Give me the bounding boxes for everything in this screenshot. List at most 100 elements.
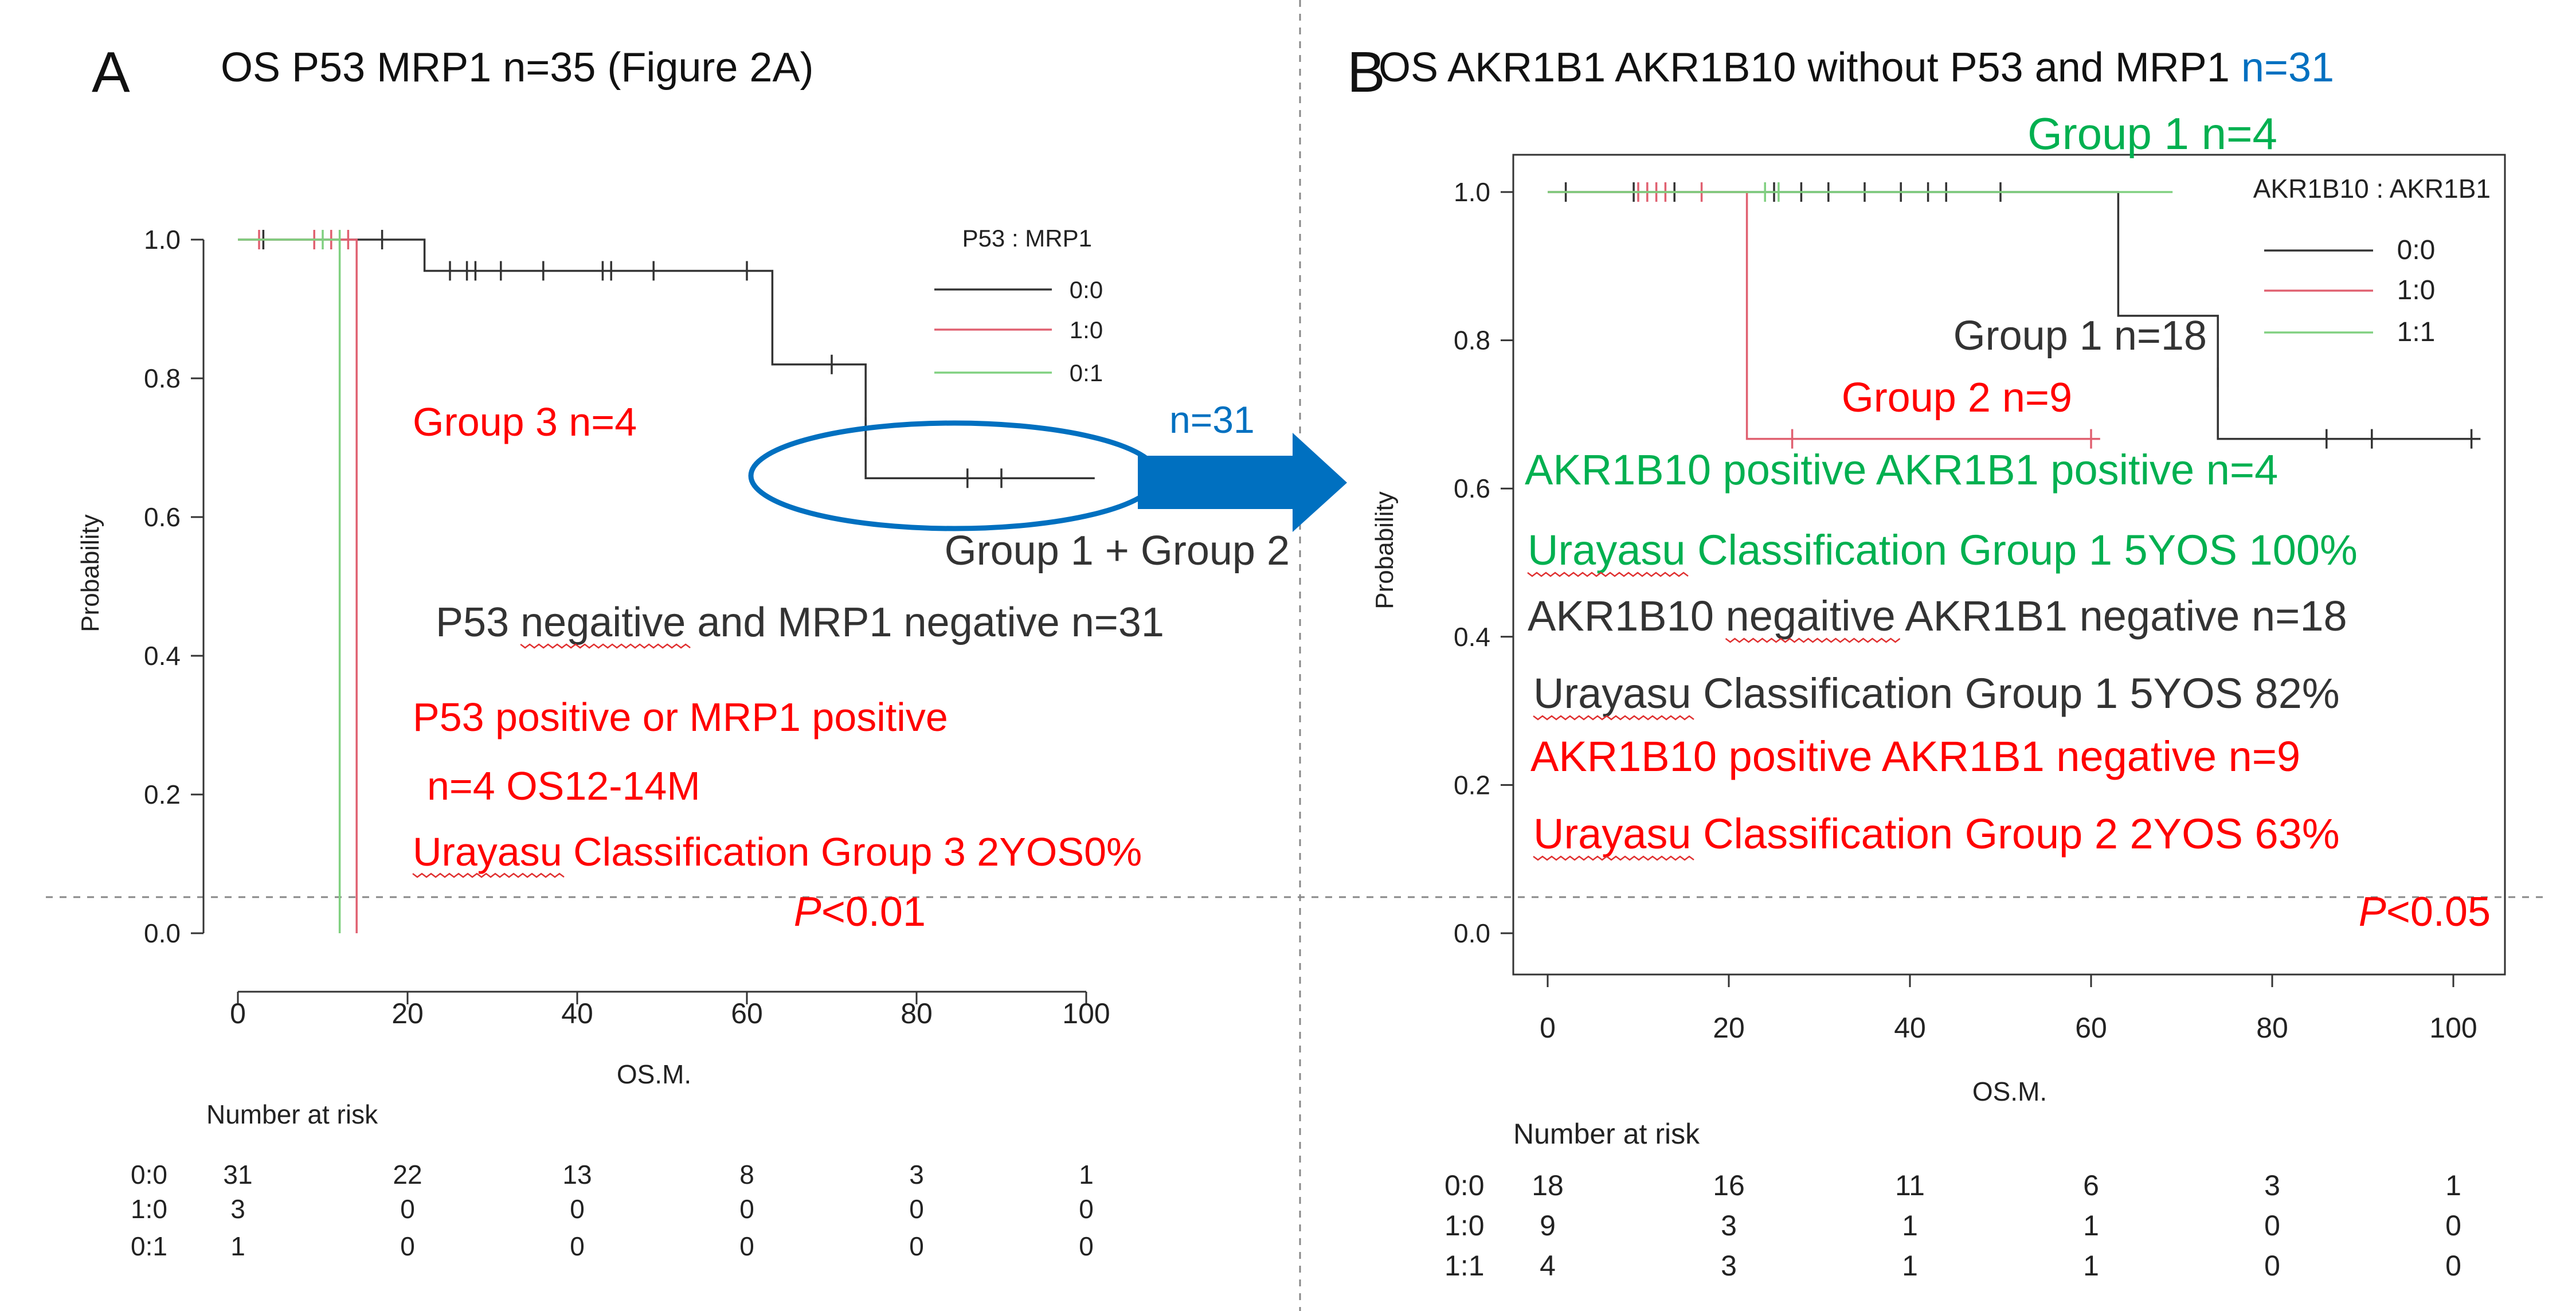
- legend-entry: 0:1: [1070, 359, 1103, 386]
- y-tick-label: 1.0: [144, 225, 181, 255]
- annotation: Group 1 n=4: [2027, 108, 2277, 159]
- x-tick-label: 80: [901, 997, 933, 1030]
- legend-entry: 1:0: [1070, 316, 1103, 343]
- km-series-0-1: [238, 230, 341, 933]
- spellcheck-underline: [1533, 855, 1694, 861]
- x-tick-label: 0: [230, 997, 246, 1030]
- p-value-text: <0.05: [2386, 889, 2491, 935]
- annotation: AKR1B10 negaitive AKR1B1 negative n=18: [1528, 592, 2347, 640]
- risk-value: 1: [2445, 1169, 2461, 1202]
- y-tick-label: 1.0: [1454, 177, 1490, 207]
- legend-entry: 0:0: [2397, 235, 2436, 265]
- y-tick-label: 0.6: [1454, 473, 1490, 503]
- risk-row-label: 0:0: [1444, 1169, 1485, 1202]
- risk-value: 0: [2264, 1250, 2280, 1282]
- legend-title: P53 : MRP1: [962, 225, 1092, 252]
- risk-value: 4: [1540, 1250, 1556, 1282]
- annotation: AKR1B10 positive AKR1B1 negative n=9: [1530, 733, 2300, 780]
- panel-letter: B: [1347, 40, 1385, 104]
- km-series-1-1: [1548, 182, 2173, 202]
- risk-value: 3: [230, 1194, 245, 1224]
- risk-value: 31: [223, 1160, 252, 1189]
- chart-title: OS P53 MRP1 n=35 (Figure 2A): [221, 45, 813, 91]
- x-tick-label: 100: [1062, 997, 1110, 1030]
- legend-title: AKR1B10 : AKR1B1: [2253, 174, 2491, 204]
- risk-value: 0: [1079, 1231, 1094, 1261]
- risk-value: 18: [1532, 1169, 1564, 1202]
- p-value: P<0.05: [2359, 889, 2491, 935]
- risk-value: 0: [739, 1231, 754, 1261]
- risk-value: 16: [1713, 1169, 1745, 1202]
- risk-value: 0: [909, 1194, 924, 1224]
- x-axis-label: OS.M.: [1972, 1077, 2047, 1106]
- annotation: Urayasu Classification Group 1 5YOS 82%: [1533, 670, 2340, 717]
- risk-value: 0: [739, 1194, 754, 1224]
- risk-value: 0: [1079, 1194, 1094, 1224]
- annotation: AKR1B10 positive AKR1B1 positive n=4: [1525, 446, 2278, 494]
- legend-entry: 1:0: [2397, 275, 2436, 306]
- y-tick-label: 0.4: [144, 641, 181, 671]
- km-curve: [238, 238, 341, 933]
- risk-value: 1: [1079, 1160, 1094, 1189]
- annotation: n=4 OS12-14M: [427, 764, 700, 808]
- panel-letter: A: [92, 40, 130, 104]
- y-tick-label: 0.4: [1454, 622, 1490, 652]
- x-axis-label: OS.M.: [617, 1059, 691, 1089]
- risk-value: 0: [400, 1194, 415, 1224]
- risk-value: 0: [570, 1194, 585, 1224]
- annotation: Group 3 n=4: [413, 400, 637, 444]
- x-tick-label: 60: [2075, 1012, 2107, 1044]
- legend: AKR1B10 : AKR1B1 0:0 1:0 1:1: [2253, 174, 2491, 347]
- annotation: Urayasu Classification Group 1 5YOS 100%: [1528, 526, 2358, 574]
- annotation: P53 positive or MRP1 positive: [413, 695, 948, 739]
- risk-value: 3: [909, 1160, 924, 1189]
- chart-title: OS AKR1B1 AKR1B10 without P53 and MRP1 n…: [1379, 45, 2334, 91]
- risk-table-title: Number at risk: [206, 1099, 378, 1129]
- risk-value: 3: [2264, 1169, 2280, 1202]
- x-tick-label: 0: [1540, 1012, 1556, 1044]
- x-tick-label: 100: [2429, 1012, 2477, 1044]
- y-axis-label: Probability: [1371, 491, 1399, 609]
- y-tick-label: 0.0: [144, 918, 181, 948]
- group-highlight-ellipse: [748, 420, 1161, 531]
- legend: P53 : MRP1 0:0 1:0 0:1: [934, 225, 1103, 386]
- annotation: P53 negaitive and MRP1 negative n=31: [436, 600, 1164, 645]
- risk-value: 0: [2445, 1250, 2461, 1282]
- km-series-0-0: [238, 230, 1095, 488]
- risk-row-label: 1:0: [131, 1194, 167, 1224]
- chart-title-n: n=31: [2230, 45, 2334, 91]
- x-tick-label: 20: [1713, 1012, 1745, 1044]
- x-tick-label: 80: [2256, 1012, 2288, 1044]
- y-tick-label: 0.2: [144, 780, 181, 809]
- y-axis-label: Probability: [76, 514, 104, 632]
- km-panel-b: BOS AKR1B1 AKR1B10 without P53 and MRP1 …: [1347, 40, 2506, 1282]
- risk-value: 0: [2264, 1210, 2280, 1242]
- spellcheck-underline: [412, 872, 565, 878]
- p-value: P<0.01: [794, 889, 926, 935]
- p-value-symbol: P: [794, 889, 821, 935]
- km-panel-a: A OS P53 MRP1 n=35 (Figure 2A) 0.0 0.2 0.4 0.…: [76, 40, 1290, 1261]
- spellcheck-underline: [1533, 715, 1694, 721]
- x-tick-label: 40: [1894, 1012, 1926, 1044]
- y-tick-label: 0.2: [1454, 770, 1490, 800]
- risk-value: 1: [1902, 1250, 1918, 1282]
- risk-value: 3: [1721, 1210, 1737, 1242]
- risk-row-label: 0:1: [131, 1231, 167, 1261]
- risk-table-title: Number at risk: [1513, 1118, 1700, 1150]
- annotation: Group 1 + Group 2: [945, 528, 1290, 574]
- risk-value: 1: [1902, 1210, 1918, 1242]
- x-tick-label: 20: [392, 997, 424, 1030]
- risk-value: 0: [570, 1231, 585, 1261]
- spellcheck-underline: [1725, 637, 1901, 643]
- p-value-text: <0.01: [821, 889, 926, 935]
- risk-value: 0: [909, 1231, 924, 1261]
- plot-frame: [1512, 154, 2506, 976]
- risk-value: 22: [393, 1160, 422, 1189]
- risk-value: 0: [400, 1231, 415, 1261]
- annotation: n=31: [1169, 398, 1255, 441]
- annotation: Urayasu Classification Group 2 2YOS 63%: [1533, 810, 2340, 858]
- risk-value: 9: [1540, 1210, 1556, 1242]
